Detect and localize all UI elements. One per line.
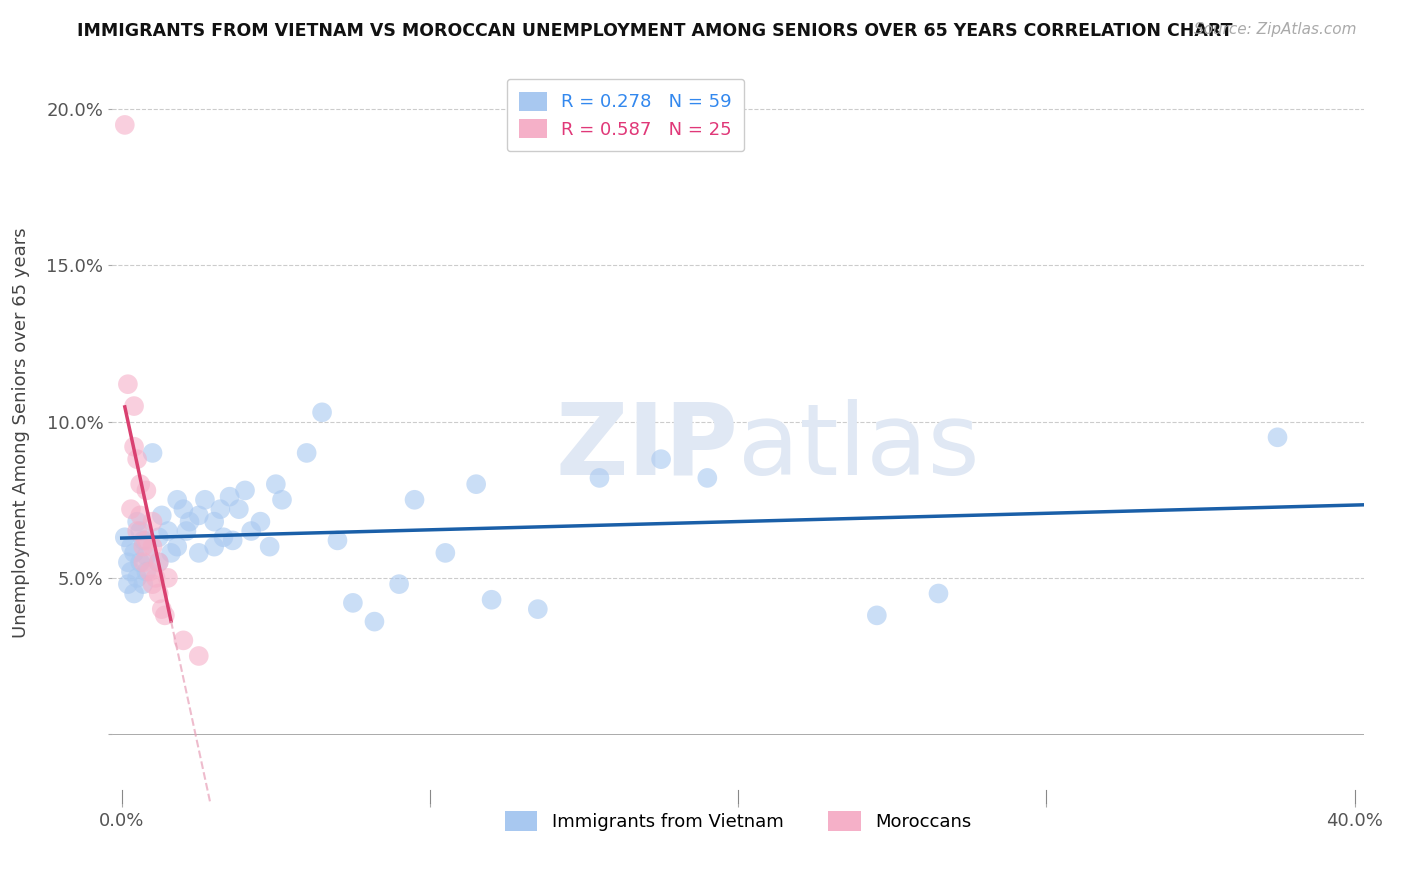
Point [150, 602, 173, 616]
Point [696, 471, 718, 485]
Point [135, 483, 157, 498]
Point [295, 446, 318, 460]
Point [166, 540, 188, 554]
Point [202, 515, 225, 529]
Point [122, 399, 145, 413]
Point [342, 596, 364, 610]
Point [153, 608, 176, 623]
Point [264, 477, 287, 491]
Point [434, 546, 457, 560]
Point [202, 540, 225, 554]
Point [465, 477, 488, 491]
Point [221, 533, 243, 548]
Point [650, 452, 672, 467]
Point [150, 508, 173, 523]
Point [141, 577, 163, 591]
Point [120, 540, 142, 554]
Point [187, 546, 209, 560]
Point [388, 577, 411, 591]
Point [132, 540, 155, 554]
Point [172, 633, 194, 648]
Point [187, 508, 209, 523]
Point [117, 377, 139, 392]
Point [127, 524, 149, 538]
Point [148, 586, 170, 600]
Point [179, 515, 201, 529]
Point [866, 608, 889, 623]
Point [141, 446, 163, 460]
Point [120, 565, 142, 579]
Point [148, 555, 170, 569]
Point [135, 533, 157, 548]
Point [127, 515, 149, 529]
Point [114, 118, 136, 132]
Point [209, 502, 232, 516]
Point [1267, 430, 1289, 444]
Point [132, 533, 155, 548]
Point [129, 524, 152, 538]
Point [166, 492, 188, 507]
Point [148, 555, 170, 569]
Point [122, 586, 145, 600]
Point [156, 524, 179, 538]
Text: IMMIGRANTS FROM VIETNAM VS MOROCCAN UNEMPLOYMENT AMONG SENIORS OVER 65 YEARS COR: IMMIGRANTS FROM VIETNAM VS MOROCCAN UNEM… [77, 22, 1233, 40]
Point [122, 546, 145, 560]
Point [404, 492, 426, 507]
Point [927, 586, 949, 600]
Point [114, 530, 136, 544]
Point [240, 524, 263, 538]
Point [120, 502, 142, 516]
Legend: Immigrants from Vietnam, Moroccans: Immigrants from Vietnam, Moroccans [498, 804, 979, 838]
Point [176, 524, 198, 538]
Point [233, 483, 256, 498]
Point [135, 565, 157, 579]
Text: Source: ZipAtlas.com: Source: ZipAtlas.com [1194, 22, 1357, 37]
Point [117, 555, 139, 569]
Point [218, 490, 240, 504]
Point [160, 546, 183, 560]
Point [141, 540, 163, 554]
Text: ZIP: ZIP [555, 399, 738, 496]
Point [527, 602, 550, 616]
Text: atlas: atlas [738, 399, 980, 496]
Point [326, 533, 349, 548]
Point [127, 571, 149, 585]
Point [122, 440, 145, 454]
Y-axis label: Unemployment Among Seniors over 65 years: Unemployment Among Seniors over 65 years [11, 227, 30, 638]
Point [135, 549, 157, 563]
Point [271, 492, 294, 507]
Point [172, 502, 194, 516]
Point [132, 577, 155, 591]
Point [138, 565, 160, 579]
Point [588, 471, 610, 485]
Point [145, 571, 167, 585]
Point [156, 571, 179, 585]
Point [481, 592, 503, 607]
Point [363, 615, 385, 629]
Point [129, 477, 152, 491]
Point [212, 530, 235, 544]
Point [141, 515, 163, 529]
Point [117, 577, 139, 591]
Point [311, 405, 333, 419]
Point [127, 452, 149, 467]
Point [187, 648, 209, 663]
Point [129, 555, 152, 569]
Point [249, 515, 271, 529]
Point [194, 492, 217, 507]
Point [148, 530, 170, 544]
Point [129, 508, 152, 523]
Point [228, 502, 250, 516]
Point [259, 540, 281, 554]
Point [132, 555, 155, 569]
